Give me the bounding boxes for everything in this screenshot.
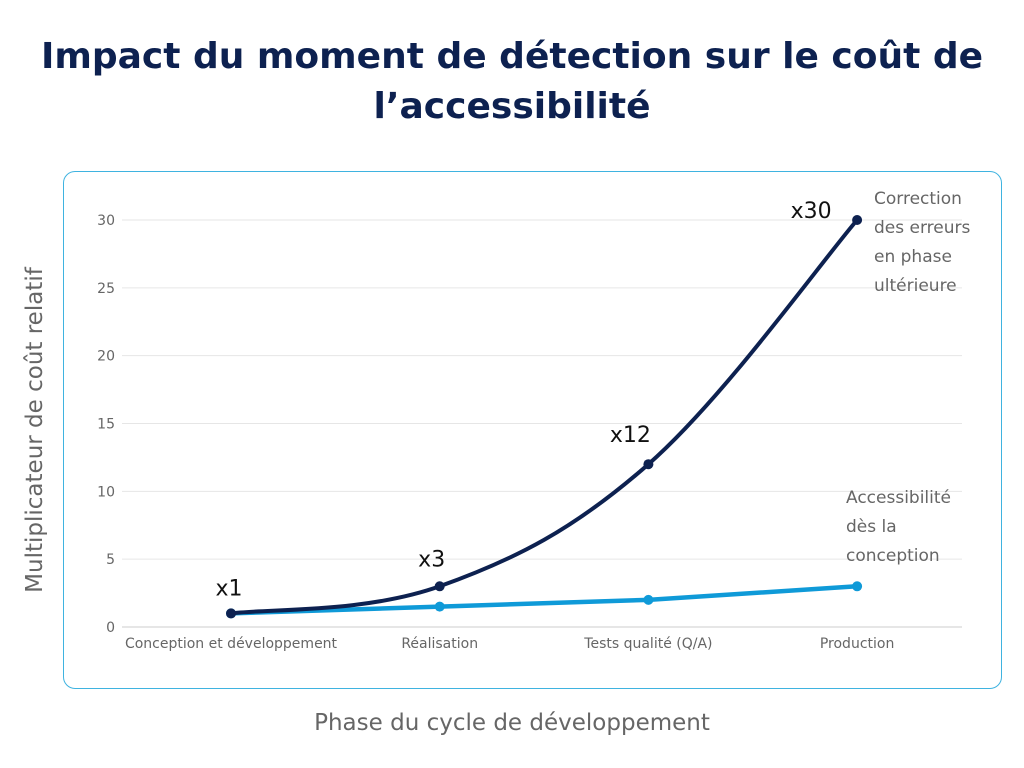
data-point — [434, 581, 445, 592]
y-tick-label: 0 — [106, 620, 115, 636]
series-label: en phase — [874, 247, 952, 267]
y-tick-label: 15 — [97, 417, 115, 433]
y-tick-label: 25 — [97, 281, 115, 297]
series-label: des erreurs — [874, 218, 970, 238]
y-tick-label: 5 — [106, 552, 115, 568]
data-label: x12 — [610, 423, 651, 448]
series-line-0 — [229, 218, 860, 616]
x-tick-label: Production — [820, 636, 894, 652]
series-label: Correction — [874, 189, 962, 209]
data-label: x1 — [215, 576, 242, 601]
y-tick-label: 20 — [97, 349, 115, 365]
data-point — [226, 608, 236, 619]
series-label: dès la — [846, 517, 897, 537]
x-tick-label: Réalisation — [401, 636, 478, 652]
chart-title: Impact du moment de détection sur le coû… — [40, 36, 984, 127]
x-tick-label: Tests qualité (Q/A) — [583, 636, 712, 652]
data-point — [643, 459, 654, 470]
data-point — [852, 215, 863, 225]
y-axis-title: Multiplicateur de coût relatif — [22, 266, 48, 593]
y-tick-label: 10 — [97, 484, 115, 500]
data-label: x3 — [418, 547, 445, 572]
data-point — [434, 601, 445, 612]
data-point — [643, 594, 654, 605]
y-tick-label: 30 — [97, 213, 115, 229]
series-line-1 — [228, 584, 860, 616]
x-tick-label: Conception et développement — [125, 636, 338, 652]
series-label: conception — [846, 546, 940, 566]
data-point — [852, 581, 863, 592]
chart-frame — [63, 171, 1002, 689]
x-axis-title: Phase du cycle de développement — [314, 710, 710, 736]
series-label: ultérieure — [874, 276, 957, 296]
data-label: x30 — [791, 199, 832, 224]
series-label: Accessibilité — [846, 488, 951, 508]
